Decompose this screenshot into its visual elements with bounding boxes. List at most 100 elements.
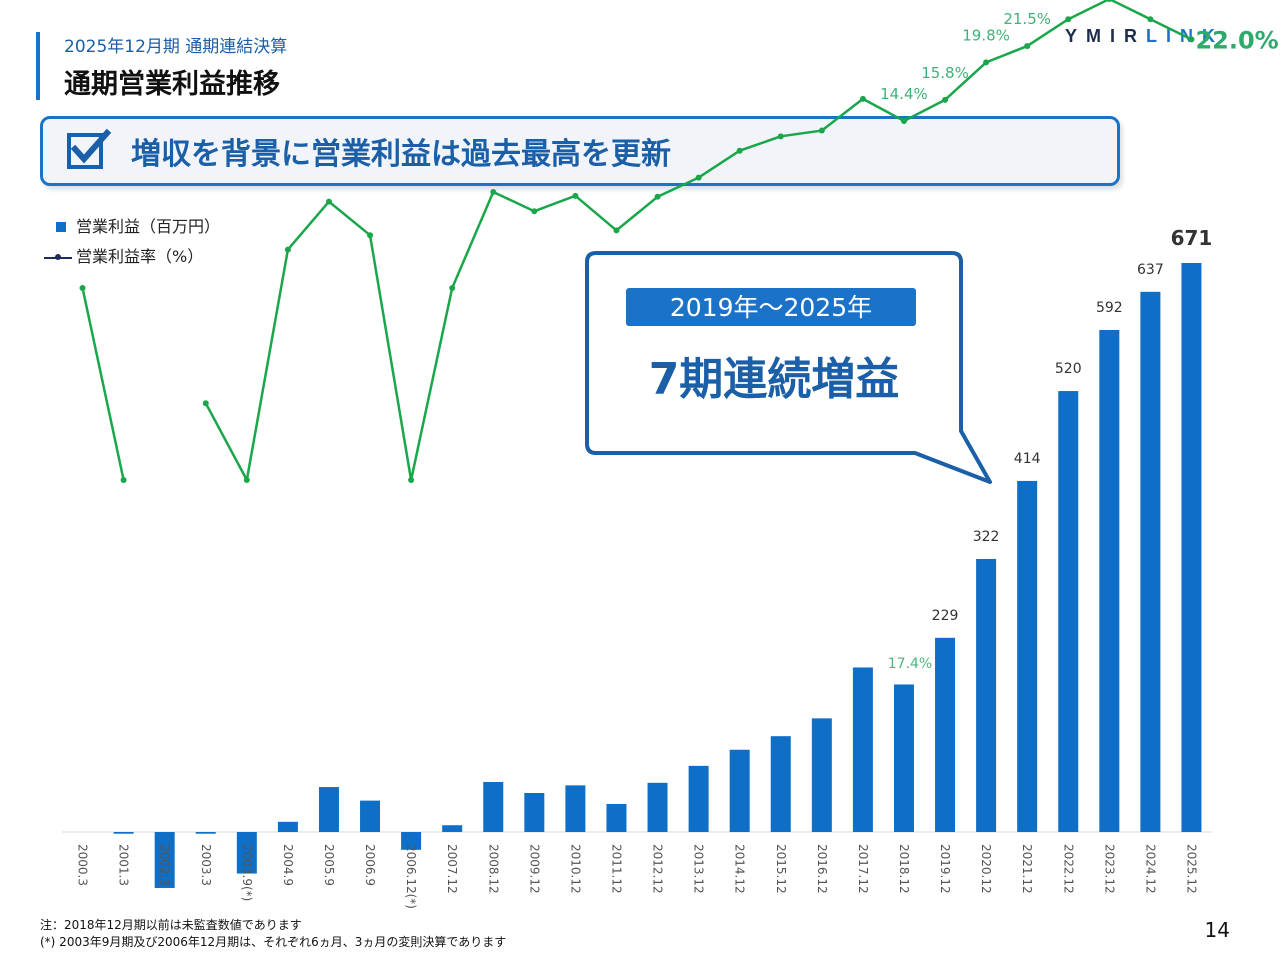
rate-point-2022.12: [1065, 16, 1072, 23]
rate-point-2007.12: [449, 285, 456, 291]
rate-value-label: 19.8%: [962, 26, 1010, 44]
bar-2014.12: [729, 749, 750, 832]
rate-value-label: 22.0%: [1195, 26, 1278, 54]
bar-2009.12: [524, 792, 545, 832]
x-tick-label: 2005.9: [322, 844, 336, 886]
rate-value-label: 21.5%: [1003, 10, 1051, 28]
x-tick-label: 2001.3: [117, 844, 131, 886]
x-tick-label: 2006.9: [363, 844, 377, 886]
x-tick-label: 2015.12: [774, 844, 788, 894]
legend-item-bar: 営業利益（百万円）: [44, 214, 220, 244]
data-labels: 229 322 414 520 592 637 671 14.4% 15.8% 19.8%21.5…: [880, 0, 1279, 672]
page-number: 14: [1204, 918, 1230, 942]
x-tick-label: 2021.12: [1020, 844, 1034, 894]
rate-point-2024.12: [1147, 16, 1154, 23]
rate-point-2006.12(*): [408, 477, 415, 483]
rate-callout-label: 17.4%: [888, 656, 932, 672]
x-tick-label: 2016.12: [815, 844, 829, 894]
x-tick-label: 2007.12: [445, 844, 459, 894]
x-tick-label: 2006.12(*): [404, 844, 418, 909]
x-tick-label: 2019.12: [938, 844, 952, 894]
rate-point-2021.12: [1024, 43, 1031, 50]
bar-2006.12(*): [401, 832, 422, 850]
rate-point-2003.9(*): [243, 477, 250, 483]
rate-point-2006.9: [367, 232, 374, 239]
legend-line-marker: [55, 254, 61, 260]
bar-2007.12: [442, 825, 463, 832]
banner-text: 増収を背景に営業利益は過去最高を更新: [131, 137, 671, 172]
logo-part1: YMIR: [1065, 26, 1146, 46]
bar-2011.12: [606, 804, 627, 832]
rate-point-2014.12: [736, 147, 743, 154]
rate-point-2020.12: [983, 59, 990, 66]
bar-2025.12: [1181, 263, 1202, 832]
x-tick-label: 2022.12: [1061, 844, 1075, 894]
rate-point-2001.3: [120, 477, 127, 483]
legend-bar-label: 営業利益（百万円）: [76, 217, 221, 236]
headline-banner: 増収を背景に営業利益は過去最高を更新: [40, 116, 1120, 186]
bar-2002.3: [154, 832, 175, 888]
legend-line-label: 営業利益率（%）: [76, 247, 204, 266]
x-tick-label: 2014.12: [733, 844, 747, 894]
chart-legend: 営業利益（百万円） 営業利益率（%）: [44, 214, 220, 274]
bar-2013.12: [688, 765, 709, 832]
callout-headline: 7期連続増益: [649, 354, 900, 405]
note-unaudited: 注：2018年12月期以前は未監査数値であります: [40, 918, 302, 932]
bar-2001.3: [113, 832, 134, 834]
bar-2023.12: [1099, 329, 1120, 832]
callout-box: 2019年～2025年 7期連続増益: [585, 251, 992, 484]
x-tick-label: 2024.12: [1143, 844, 1157, 894]
rate-line-series: [79, 0, 1195, 483]
header-accent-bar: [36, 32, 40, 100]
rate-point-2013.12: [695, 174, 702, 181]
rate-point-2017.12: [859, 95, 866, 102]
x-tick-label: 2020.12: [979, 844, 993, 894]
rate-point-2015.12: [777, 133, 784, 140]
rate-point-2012.12: [654, 193, 661, 200]
bar-2017.12: [852, 667, 873, 832]
x-tick-label: 2025.12: [1184, 844, 1198, 894]
rate-value-label: 23.9%: [1127, 0, 1175, 1]
x-tick-label: 2009.12: [527, 844, 541, 894]
rate-point-2009.12: [531, 208, 538, 215]
bar-2016.12: [811, 718, 832, 832]
bar-series: [113, 263, 1202, 888]
x-tick-label: 2010.12: [568, 844, 582, 894]
x-tick-label: 2012.12: [651, 844, 665, 894]
rate-point-2010.12: [572, 192, 579, 199]
rate-line-path: [81, 287, 125, 481]
bar-value-label: 671: [1171, 226, 1213, 250]
bar-value-label: 637: [1137, 262, 1164, 278]
x-tick-label: 2008.12: [486, 844, 500, 894]
logo-part2: LINK: [1146, 26, 1224, 46]
rate-value-label: 15.8%: [921, 64, 969, 82]
bar-2015.12: [770, 736, 791, 832]
note-irregular-period: (*) 2003年9月期及び2006年12月期は、それぞれ6ヵ月、3ヵ月の変則決…: [40, 935, 507, 949]
bar-2020.12: [976, 558, 997, 832]
rate-point-2025.12: [1188, 36, 1195, 43]
bar-value-label: 414: [1014, 451, 1041, 467]
rate-point-2000.3: [79, 285, 86, 291]
rate-point-2003.3: [202, 400, 209, 407]
x-axis-labels: 2000.3 2001.3 2002.3 2003.3 2003.9(*) 2004.9 2…: [76, 844, 1199, 909]
bar-2010.12: [565, 785, 586, 832]
rate-point-2011.12: [613, 227, 620, 234]
rate-point-2023.12: [1106, 0, 1113, 3]
x-tick-label: 2002.3: [158, 844, 172, 886]
checkbox-check-icon: [67, 128, 112, 169]
x-tick-label: 2011.12: [609, 844, 623, 894]
legend-bar-swatch: [56, 222, 66, 232]
bar-2018.12: [893, 684, 914, 832]
x-tick-label: 2003.3: [199, 844, 213, 886]
x-tick-label: 2000.3: [76, 844, 90, 886]
bar-value-label: 229: [932, 608, 959, 624]
x-tick-label: 2017.12: [856, 844, 870, 894]
rate-value-label: 23.9%: [1044, 0, 1092, 1]
bar-2021.12: [1017, 480, 1038, 832]
x-tick-label: 2003.9(*): [240, 844, 254, 901]
rate-point-2018.12: [900, 117, 907, 124]
x-tick-label: 2018.12: [897, 844, 911, 894]
bar-2024.12: [1140, 291, 1161, 832]
legend-item-line: 営業利益率（%）: [44, 244, 220, 274]
